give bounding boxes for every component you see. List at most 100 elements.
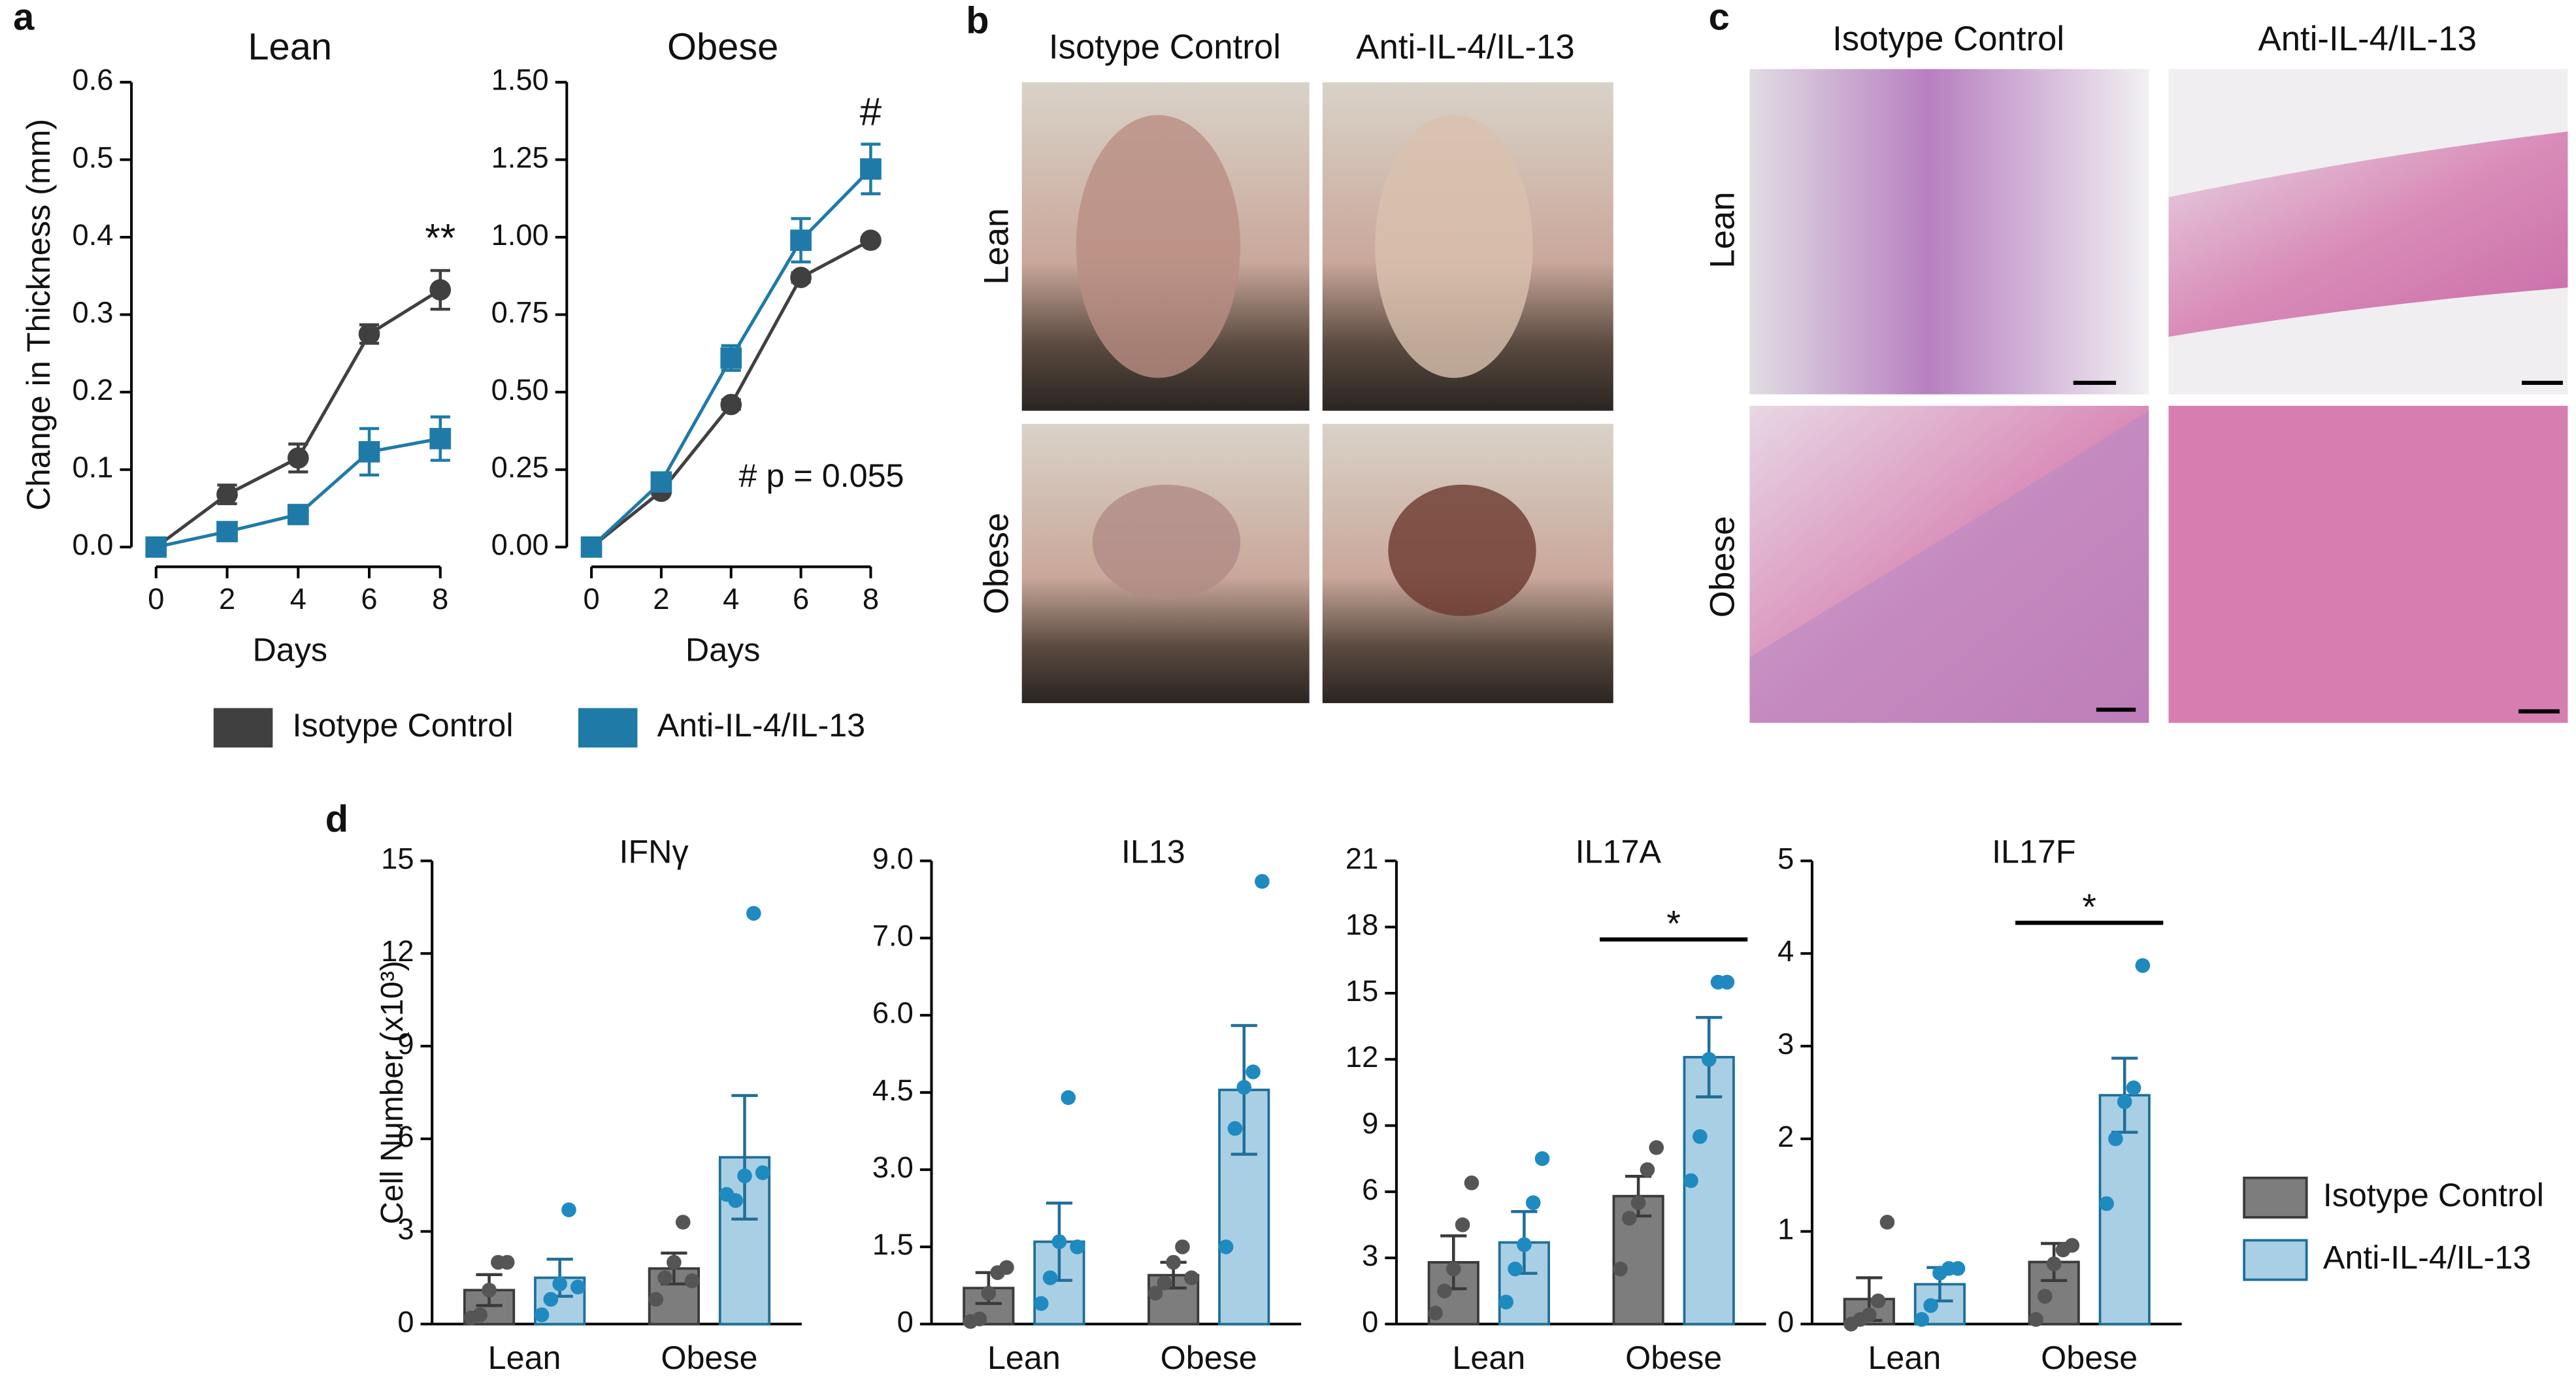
data-point	[1070, 1239, 1085, 1255]
legend-label: Isotype Control	[292, 706, 513, 744]
y-tick-label: 6.0	[872, 996, 914, 1030]
ear	[1092, 484, 1241, 600]
x-tick-label: 2	[219, 582, 235, 616]
panel-label: c	[1709, 0, 1730, 39]
y-tick-label: 2	[1777, 1120, 1794, 1153]
y-tick-label: 3	[1362, 1239, 1378, 1272]
marker	[358, 441, 380, 463]
y-tick-label: 0	[397, 1305, 414, 1338]
y-tick-label: 0.75	[491, 295, 549, 329]
data-point	[482, 1283, 497, 1298]
y-tick-label: 0.2	[73, 373, 114, 406]
chart-title: Obese	[667, 26, 778, 68]
y-tick-label: 4.5	[872, 1074, 914, 1107]
data-point	[1218, 1239, 1234, 1255]
data-point	[1246, 1064, 1261, 1079]
data-point	[1227, 1121, 1243, 1136]
data-point	[2135, 958, 2151, 973]
data-point	[570, 1279, 586, 1295]
chart-title: IL17A	[1576, 833, 1662, 870]
y-tick-label: 0.4	[73, 218, 114, 252]
y-tick-label: 0.0	[73, 528, 114, 561]
data-point	[2108, 1131, 2123, 1147]
data-point	[1879, 1215, 1895, 1230]
data-point	[981, 1285, 997, 1301]
series-line	[590, 238, 872, 549]
y-axis-label: Change in Thickness (mm)	[20, 119, 57, 511]
ear	[1076, 115, 1241, 378]
y-tick-label: 9.0	[872, 842, 914, 875]
y-tick-label: 0.3	[73, 295, 114, 329]
marker	[429, 279, 452, 301]
x-tick-label: 6	[361, 582, 377, 616]
y-tick-label: 1	[1777, 1213, 1794, 1246]
marker	[429, 427, 452, 450]
data-point	[1683, 1173, 1698, 1189]
marker	[790, 267, 812, 288]
data-point	[2099, 1196, 2114, 1211]
y-tick-label: 0.6	[73, 63, 114, 97]
y-tick-label: 6	[1362, 1173, 1378, 1206]
data-point	[1613, 1261, 1628, 1277]
y-tick-label: 6	[397, 1120, 414, 1153]
y-tick-label: 0	[1777, 1305, 1794, 1338]
y-tick-label: 0.25	[491, 451, 549, 484]
x-tick-label: 0	[583, 582, 599, 616]
marker	[145, 536, 167, 558]
data-point	[1061, 1090, 1076, 1106]
chart-title: Lean	[248, 26, 332, 68]
data-point	[561, 1202, 576, 1217]
legend-label: Anti-IL-4/IL-13	[2323, 1239, 2532, 1276]
marker	[650, 471, 672, 493]
data-point	[1437, 1283, 1452, 1299]
data-point	[1923, 1298, 1938, 1313]
y-tick-label: 18	[1346, 908, 1378, 942]
data-point	[2064, 1238, 2080, 1253]
data-point	[1455, 1217, 1470, 1232]
annotation: # p = 0.055	[739, 457, 904, 494]
panel-label: d	[325, 798, 348, 840]
y-tick-label: 15	[1346, 974, 1378, 1008]
y-tick-label: 7.0	[872, 919, 914, 953]
data-point	[667, 1255, 682, 1270]
y-tick-label: 0	[897, 1305, 914, 1338]
marker	[860, 158, 882, 180]
data-point	[728, 1193, 743, 1208]
x-tick-label: Lean	[488, 1339, 561, 1376]
marker	[216, 521, 238, 542]
legend-label: Isotype Control	[2323, 1176, 2544, 1213]
row-label: Obese	[1704, 516, 1742, 618]
data-point	[1534, 1151, 1550, 1166]
y-axis-label: Cell Number (x10³)	[375, 961, 410, 1224]
data-point	[1719, 974, 1735, 990]
x-tick-label: 4	[290, 582, 306, 616]
photo-grid-c	[1749, 69, 2568, 723]
y-tick-label: 0.00	[491, 528, 549, 561]
y-tick-label: 0.50	[491, 373, 549, 406]
y-tick-label: 21	[1346, 842, 1378, 875]
data-point	[1621, 1211, 1637, 1226]
panel-label: b	[966, 0, 989, 42]
data-point	[1693, 1129, 1708, 1144]
legend-swatch	[213, 708, 273, 748]
row-label: Lean	[977, 208, 1016, 285]
ear	[1375, 115, 1533, 378]
significance: *	[2082, 887, 2096, 927]
bar	[1683, 1056, 1735, 1326]
x-tick-label: Obese	[1161, 1339, 1257, 1376]
legend-swatch	[2243, 1239, 2308, 1281]
marker	[287, 504, 309, 525]
data-point	[534, 1307, 550, 1322]
data-point	[1445, 1261, 1461, 1277]
data-point	[1640, 1162, 1655, 1177]
x-tick-label: 8	[863, 582, 879, 616]
chart-title: IFNγ	[619, 833, 689, 870]
x-tick-label: Lean	[987, 1339, 1061, 1376]
tissue	[1749, 410, 2149, 723]
y-tick-label: 0	[1362, 1305, 1378, 1338]
x-tick-label: 6	[793, 582, 809, 616]
x-tick-label: Lean	[1452, 1339, 1525, 1376]
data-point	[972, 1311, 987, 1326]
x-axis-label: Days	[685, 631, 761, 668]
